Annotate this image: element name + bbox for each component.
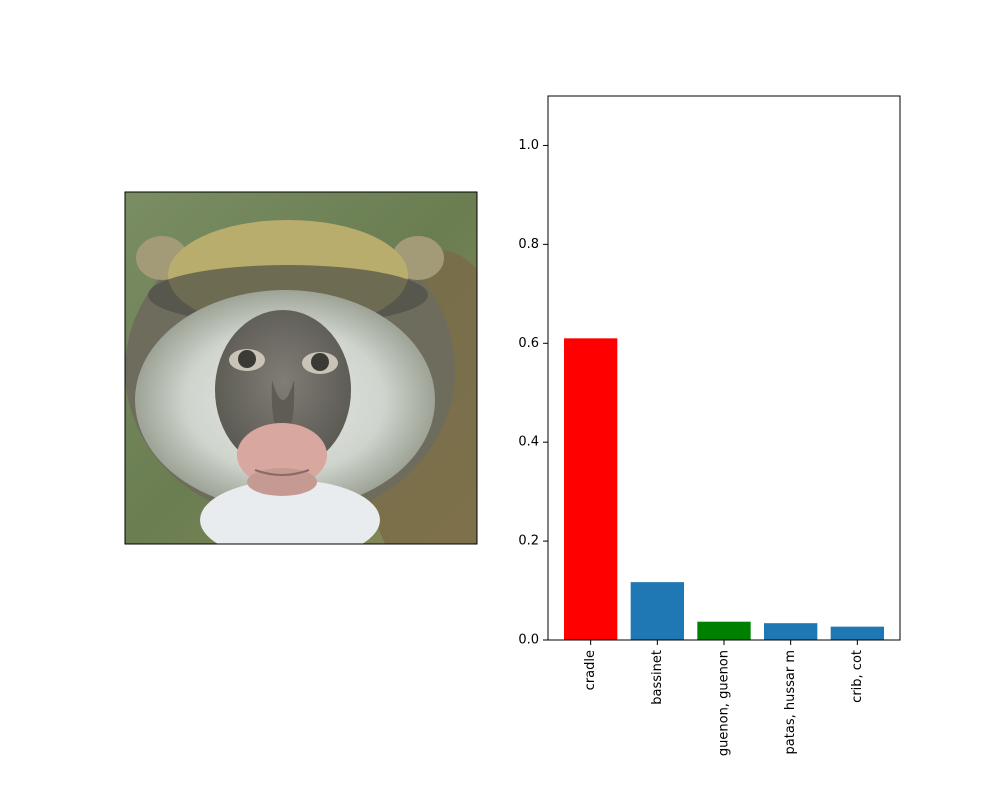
bar-0 bbox=[564, 338, 618, 640]
y-axis: 0.0 0.2 0.4 0.6 0.8 1.0 bbox=[518, 138, 548, 648]
mouth-area bbox=[247, 468, 317, 496]
image-frame bbox=[124, 191, 478, 545]
bar-1 bbox=[630, 582, 684, 640]
left-eye bbox=[238, 350, 256, 368]
x-tick-label-3: patas, hussar m bbox=[783, 650, 798, 754]
bar-3 bbox=[764, 623, 818, 640]
bars bbox=[564, 338, 884, 640]
x-tick-label-2: guenon, guenon bbox=[717, 650, 732, 756]
chest-fur bbox=[200, 480, 380, 544]
x-tick-label-1: bassinet bbox=[650, 650, 665, 705]
x-tick-label-4: crib, cot bbox=[850, 650, 865, 703]
bar-4 bbox=[830, 626, 884, 640]
y-tick-label-5: 1.0 bbox=[518, 138, 539, 153]
bar-2 bbox=[697, 621, 751, 640]
plot-frame bbox=[547, 95, 901, 641]
bar-chart: 0.0 0.2 0.4 0.6 0.8 1.0 cradle bassinet guenon,… bbox=[518, 95, 901, 756]
y-tick-label-2: 0.4 bbox=[518, 435, 539, 450]
y-tick-label-4: 0.8 bbox=[518, 237, 539, 252]
x-tick-label-0: cradle bbox=[583, 650, 598, 690]
right-eye bbox=[311, 353, 329, 371]
x-axis: cradle bassinet guenon, guenon patas, hussa… bbox=[583, 640, 865, 756]
monkey-photo bbox=[124, 191, 478, 545]
y-tick-label-1: 0.2 bbox=[518, 534, 539, 549]
y-tick-label-3: 0.6 bbox=[518, 336, 539, 351]
mouth bbox=[254, 469, 310, 476]
y-tick-label-0: 0.0 bbox=[518, 633, 539, 648]
